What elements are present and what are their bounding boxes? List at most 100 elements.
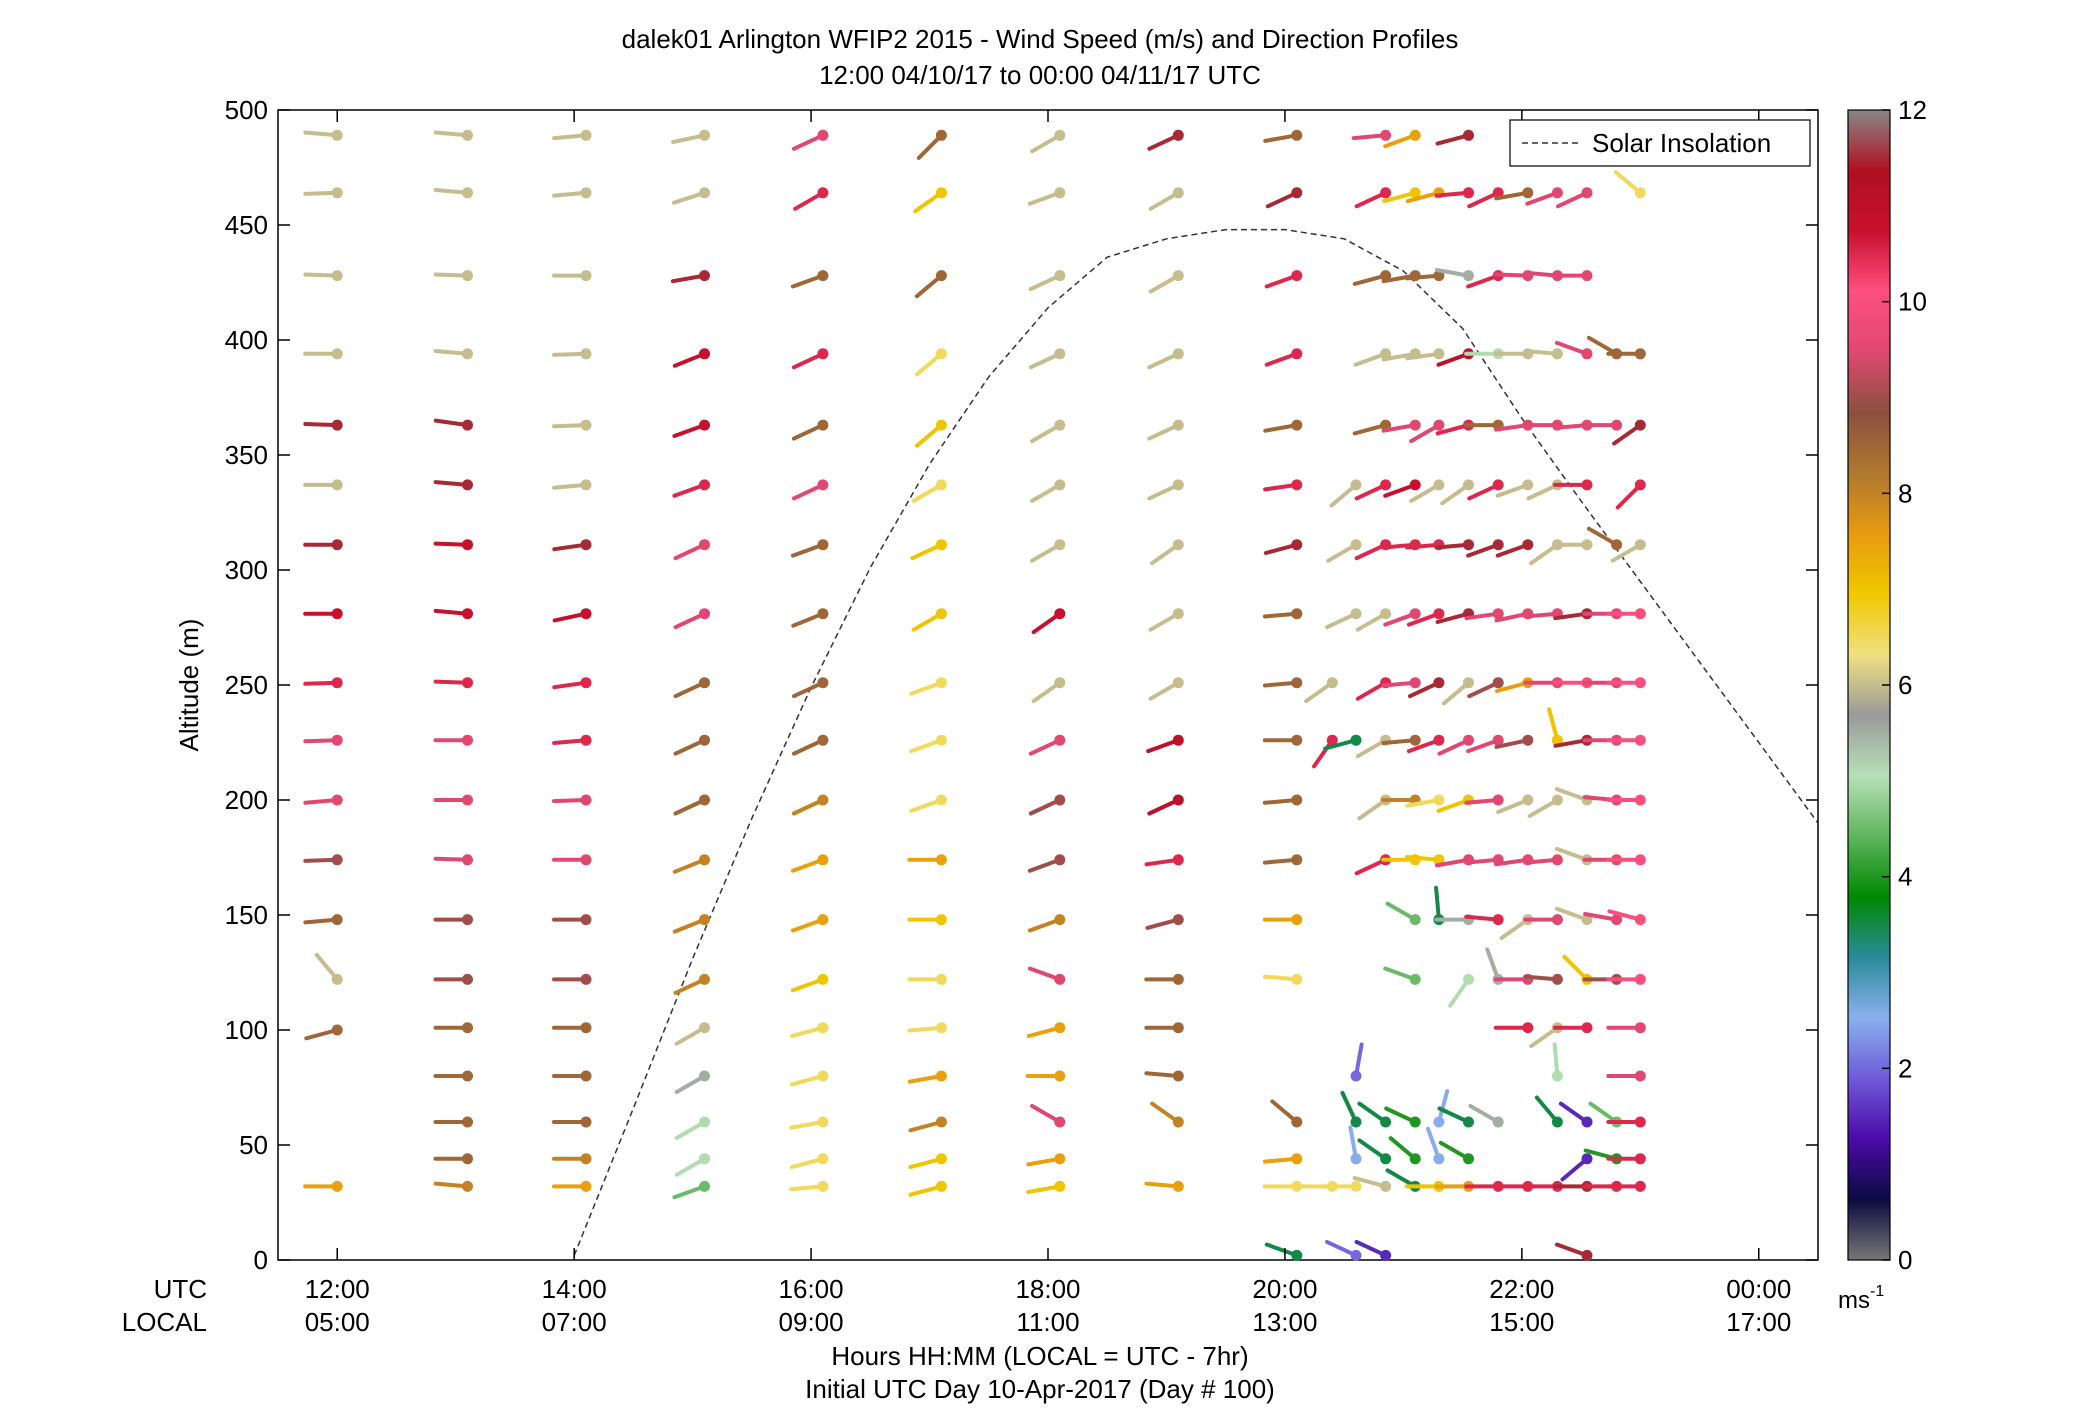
wind-barb xyxy=(790,973,829,993)
wind-barb-dot xyxy=(1054,1022,1066,1034)
colorbar-tick-label: 10 xyxy=(1898,287,1927,317)
wind-barb xyxy=(916,129,947,160)
wind-barb-dot xyxy=(1326,734,1338,746)
wind-barb-dot xyxy=(1634,1070,1646,1082)
wind-barb xyxy=(1409,419,1445,444)
y-tick-label: 450 xyxy=(225,210,268,240)
wind-barb-dot xyxy=(699,1153,710,1165)
wind-barb xyxy=(1265,187,1303,209)
wind-barb xyxy=(433,1116,473,1128)
wind-barb xyxy=(552,419,592,431)
wind-barb-dot xyxy=(1054,1180,1066,1192)
wind-barb-dot xyxy=(817,608,829,620)
wind-barb-dot xyxy=(1054,1070,1066,1082)
y-axis-label: Altitude (m) xyxy=(174,619,204,752)
wind-barb-dot xyxy=(1551,187,1563,199)
wind-barb xyxy=(1028,348,1066,370)
x-tick-label-utc: 12:00 xyxy=(305,1274,370,1304)
wind-barb xyxy=(1147,129,1184,151)
legend-box xyxy=(1509,119,1811,167)
wind-barb xyxy=(1495,479,1534,498)
wind-barb xyxy=(1144,973,1184,985)
wind-barb-dot xyxy=(1634,608,1646,620)
wind-barb-dot xyxy=(1291,973,1303,985)
wind-barb-dot xyxy=(935,187,947,199)
wind-barb-dot xyxy=(1433,794,1445,806)
wind-barb-dot xyxy=(580,1022,592,1034)
wind-barb xyxy=(1495,539,1534,558)
wind-barb-dot xyxy=(935,1070,947,1082)
wind-barb-dot xyxy=(580,734,592,746)
wind-barb xyxy=(1381,677,1421,689)
x-tick-label-local: 09:00 xyxy=(779,1307,844,1337)
wind-barb xyxy=(908,1180,947,1197)
wind-barb-dot xyxy=(580,914,592,926)
wind-barb-dot xyxy=(1054,539,1066,551)
wind-barb-dot xyxy=(1380,1153,1392,1165)
wind-barb xyxy=(1026,1153,1066,1167)
wind-barb-dot xyxy=(817,348,829,360)
wind-barb xyxy=(908,1116,947,1133)
wind-barb xyxy=(791,794,829,816)
wind-barb xyxy=(1263,129,1303,143)
wind-barb xyxy=(791,734,829,756)
wind-barb-dot xyxy=(462,1022,473,1034)
wind-barb-dot xyxy=(1291,677,1303,689)
wind-barb xyxy=(303,914,343,926)
wind-barb xyxy=(1262,973,1303,985)
wind-barb-dot xyxy=(331,854,343,866)
wind-barb-dot xyxy=(1581,1153,1593,1165)
wind-barb xyxy=(791,479,829,501)
wind-barb-dot xyxy=(935,677,947,689)
wind-barb xyxy=(1523,854,1563,866)
wind-barb xyxy=(1494,734,1534,749)
x-tick-label-utc: 18:00 xyxy=(1015,1274,1080,1304)
wind-barb-dot xyxy=(1054,914,1066,926)
wind-barb xyxy=(552,1180,592,1192)
wind-barb xyxy=(433,1070,473,1082)
wind-barb-dot xyxy=(1380,1249,1392,1261)
x-local-row-label: LOCAL xyxy=(122,1307,207,1337)
colorbar-unit-base: ms xyxy=(1838,1287,1870,1314)
wind-barb-dot xyxy=(817,1116,829,1128)
wind-barb xyxy=(673,734,710,756)
wind-barb-dot xyxy=(817,854,829,866)
axes: 0 50 100 150 200 250 300 350 400 450 500 12:0005:00… xyxy=(225,95,1818,1337)
wind-barb xyxy=(1406,608,1445,627)
wind-barb xyxy=(1534,1095,1563,1128)
wind-barb xyxy=(552,539,592,552)
wind-barb-dot xyxy=(1054,348,1066,360)
wind-barb-dot xyxy=(462,1116,473,1128)
wind-barb-dot xyxy=(580,854,592,866)
wind-barb xyxy=(303,419,343,431)
wind-barb xyxy=(433,187,473,199)
wind-barb-dot xyxy=(699,1180,710,1192)
wind-barb xyxy=(911,608,947,632)
wind-barb xyxy=(674,1116,710,1140)
wind-barb-dot xyxy=(935,854,947,866)
wind-barb-dot xyxy=(580,973,592,985)
wind-barb xyxy=(303,1180,343,1192)
wind-barb-dot xyxy=(1433,419,1445,431)
wind-barb xyxy=(552,1022,592,1034)
wind-barb-dot xyxy=(1634,479,1646,491)
wind-barb-dot xyxy=(1409,677,1421,689)
wind-barb-dot xyxy=(1172,794,1184,806)
wind-barb xyxy=(1435,268,1474,282)
wind-barb xyxy=(1028,270,1066,292)
wind-barb xyxy=(552,794,592,806)
wind-barb-dot xyxy=(1350,539,1362,551)
wind-barb-dot xyxy=(1522,1022,1534,1034)
wind-barb-dot xyxy=(1409,914,1421,926)
wind-barb xyxy=(1385,901,1421,926)
wind-barb-dot xyxy=(1634,914,1646,926)
wind-barb-dot xyxy=(1551,914,1563,926)
wind-barb xyxy=(1263,419,1303,433)
wind-barb xyxy=(1026,1180,1066,1194)
wind-barb xyxy=(1405,794,1445,808)
wind-barb-dot xyxy=(1634,1116,1646,1128)
wind-barb xyxy=(791,677,829,699)
wind-barb-dot xyxy=(1350,1116,1362,1128)
wind-barb-dot xyxy=(1433,479,1445,491)
wind-barb-dot xyxy=(1409,129,1421,141)
